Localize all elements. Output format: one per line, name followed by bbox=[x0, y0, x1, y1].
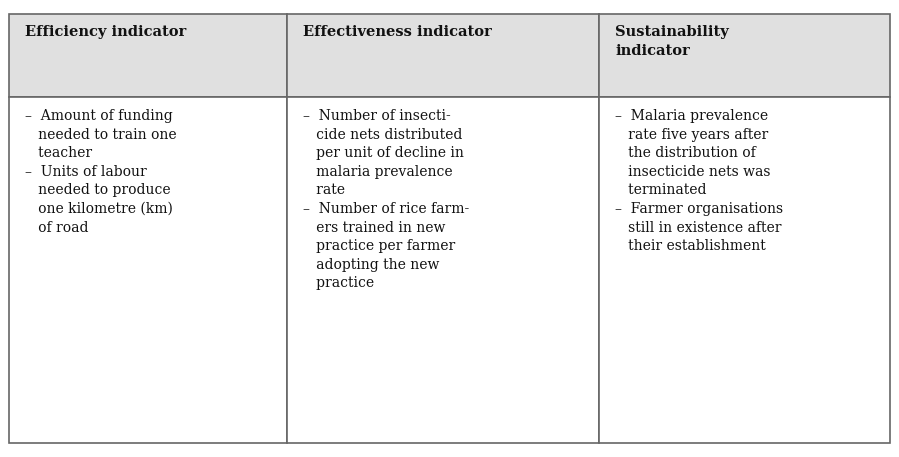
Bar bbox=[287, 97, 600, 443]
Text: Efficiency indicator: Efficiency indicator bbox=[25, 25, 186, 39]
Text: –  Number of insecti-
   cide nets distributed
   per unit of decline in
   mala: – Number of insecti- cide nets distribut… bbox=[303, 109, 469, 291]
Text: Sustainability
indicator: Sustainability indicator bbox=[616, 25, 729, 58]
Bar bbox=[600, 97, 890, 443]
Bar bbox=[9, 97, 287, 443]
Bar bbox=[600, 14, 890, 97]
Text: –  Amount of funding
   needed to train one
   teacher
–  Units of labour
   nee: – Amount of funding needed to train one … bbox=[25, 109, 177, 234]
Bar bbox=[287, 14, 600, 97]
Text: Effectiveness indicator: Effectiveness indicator bbox=[303, 25, 492, 39]
Text: –  Malaria prevalence
   rate five years after
   the distribution of
   insecti: – Malaria prevalence rate five years aft… bbox=[616, 109, 784, 253]
Bar bbox=[9, 14, 287, 97]
